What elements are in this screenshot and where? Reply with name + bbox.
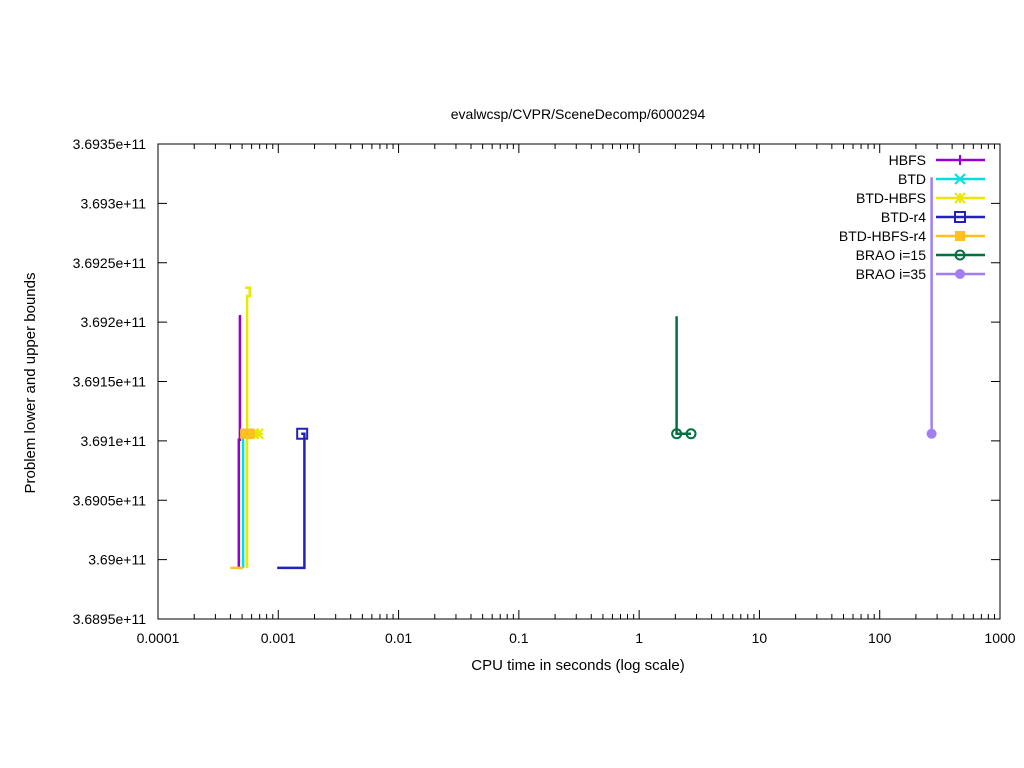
x-axis: 0.0001 0.001 0.01 0.1 1 10 100 1000 — [137, 144, 1016, 646]
x-tick-label: 0.001 — [261, 630, 296, 646]
filled-square-marker — [244, 428, 255, 439]
filled-circle-marker — [926, 428, 937, 439]
series-brao-i-15 — [671, 316, 697, 440]
legend-label: BRAO i=15 — [856, 247, 927, 263]
y-tick-label: 3.6895e+11 — [73, 611, 147, 627]
filled-circle-marker — [955, 269, 965, 279]
legend-marker — [954, 249, 966, 261]
y-tick-label: 3.6905e+11 — [73, 492, 147, 508]
series-line — [277, 432, 306, 570]
plus-marker — [955, 155, 965, 165]
legend-label: HBFS — [889, 152, 926, 168]
series-line — [245, 286, 252, 568]
plot-frame — [157, 143, 1001, 620]
series-brao-i-35 — [926, 177, 937, 439]
y-axis-title: Problem lower and upper bounds — [22, 273, 39, 494]
square-marker — [296, 427, 309, 440]
circle-marker — [671, 428, 683, 440]
series-line — [675, 316, 691, 436]
series-btd-r4 — [277, 427, 309, 570]
y-tick-label: 3.691e+11 — [80, 433, 146, 449]
legend-label: BTD — [898, 171, 926, 187]
chart-title: evalwcsp/CVPR/SceneDecomp/6000294 — [451, 106, 706, 122]
x-tick-label: 0.0001 — [137, 630, 180, 646]
x-marker — [954, 173, 966, 185]
y-tick-label: 3.6935e+11 — [73, 136, 147, 152]
series-btd-hbfs — [245, 286, 264, 568]
x-tick-label: 0.01 — [385, 630, 412, 646]
x-tick-label: 1 — [635, 630, 643, 646]
x-tick-label: 1000 — [984, 630, 1015, 646]
y-tick-label: 3.69e+11 — [88, 552, 146, 568]
legend-label: BRAO i=35 — [856, 266, 927, 282]
legend-marker — [954, 211, 966, 223]
x-tick-label: 10 — [752, 630, 768, 646]
circle-marker — [685, 428, 697, 440]
x-axis-title: CPU time in seconds (log scale) — [471, 657, 684, 674]
legend-marker — [955, 269, 965, 279]
series-line — [241, 438, 245, 568]
x-tick-label: 0.1 — [509, 630, 529, 646]
y-tick-label: 3.6925e+11 — [73, 255, 147, 271]
star-marker — [252, 428, 264, 440]
y-tick-label: 3.6915e+11 — [73, 374, 147, 390]
series-btd-hbfs-r4 — [230, 428, 255, 570]
y-tick-label: 3.693e+11 — [80, 195, 146, 211]
x-tick-label: 100 — [868, 630, 892, 646]
legend-label: BTD-HBFS-r4 — [839, 228, 926, 244]
legend-label: BTD-r4 — [881, 209, 926, 225]
legend-marker — [954, 192, 966, 204]
legend-marker — [954, 173, 966, 185]
square-marker — [954, 211, 966, 223]
y-axis: 3.6895e+11 3.69e+11 3.6905e+11 3.691e+11 3.6… — [73, 136, 1000, 627]
filled-square-marker — [955, 231, 965, 241]
star-marker — [954, 192, 966, 204]
legend-label: BTD-HBFS — [856, 190, 926, 206]
circle-marker — [954, 249, 966, 261]
legend-marker — [955, 155, 965, 165]
legend: HBFS BTD BTD-HBFS BTD-r4 BTD-HBFS-r4 BRAO i=1… — [839, 152, 985, 282]
y-tick-label: 3.692e+11 — [80, 314, 146, 330]
series-layer — [230, 177, 937, 570]
series-line — [237, 314, 242, 568]
legend-marker — [955, 231, 965, 241]
